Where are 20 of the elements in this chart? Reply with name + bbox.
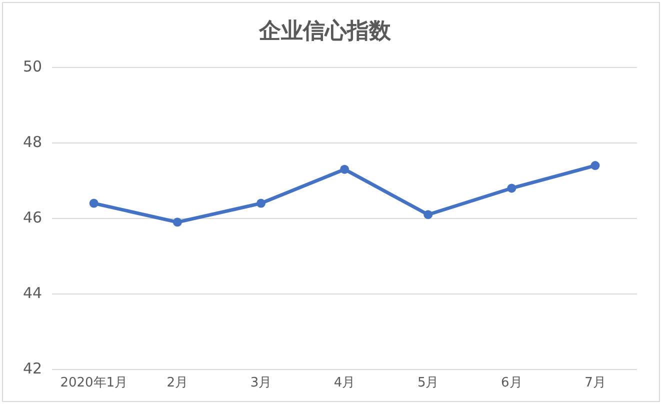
- point: [507, 184, 516, 193]
- point: [256, 198, 266, 208]
- x-tick-label: 5月: [417, 376, 439, 391]
- y-tick-label: 46: [22, 208, 42, 226]
- y-tick-label: 48: [22, 132, 42, 151]
- y-tick-label: 50: [22, 57, 42, 76]
- y-tick-label: 44: [22, 284, 42, 302]
- chart-title: 企业信心指数: [258, 18, 392, 44]
- x-tick-label: 6月: [501, 376, 522, 391]
- point: [590, 161, 600, 170]
- point: [172, 218, 182, 227]
- x-tick-label: 7月: [584, 376, 606, 391]
- y-tick-label: 42: [22, 359, 42, 378]
- x-tick-label: 3月: [250, 376, 272, 391]
- x-tick-label: 2020年1月: [60, 376, 128, 391]
- point: [424, 210, 433, 220]
- point: [89, 198, 98, 208]
- point: [340, 164, 350, 174]
- x-tick-label: 4月: [334, 376, 356, 391]
- x-tick-label: 2月: [166, 376, 188, 391]
